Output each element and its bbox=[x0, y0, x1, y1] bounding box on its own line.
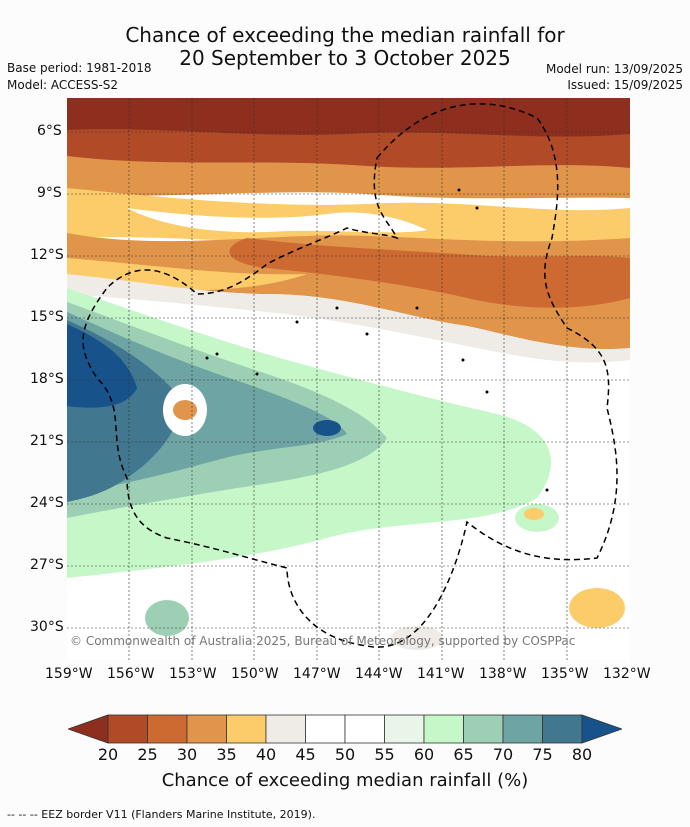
issued-date: Issued: 15/09/2025 bbox=[567, 78, 683, 92]
colorbar-cell bbox=[226, 714, 267, 744]
eez-border bbox=[82, 103, 618, 648]
colorbar-tick-label: 55 bbox=[374, 745, 395, 764]
colorbar-cells bbox=[107, 714, 583, 744]
colorbar-tick-label: 30 bbox=[176, 745, 198, 764]
model-run: Model run: 13/09/2025 bbox=[545, 62, 683, 76]
colorbar-tick-label: 75 bbox=[532, 745, 553, 764]
lat-label: 27°S bbox=[30, 557, 64, 573]
lat-label: 12°S bbox=[30, 247, 64, 263]
colorbar-cell bbox=[542, 714, 583, 744]
colorbar-cell bbox=[463, 714, 504, 744]
lat-label: 9°S bbox=[37, 185, 62, 201]
colorbar-cell bbox=[502, 714, 543, 744]
lon-label: 138°W bbox=[479, 666, 527, 682]
rainfall-map bbox=[67, 98, 630, 660]
colorbar-tick-label: 35 bbox=[216, 745, 237, 764]
islands bbox=[205, 188, 549, 492]
lon-label: 147°W bbox=[293, 666, 341, 682]
colorbar-high-arrow bbox=[581, 714, 622, 744]
lat-label: 6°S bbox=[37, 123, 62, 139]
lon-label: 132°W bbox=[603, 666, 651, 682]
colorbar-tick-label: 60 bbox=[413, 745, 435, 764]
eez-legend: -- -- -- EEZ border V11 (Flanders Marine… bbox=[7, 808, 316, 821]
band-dryish bbox=[67, 156, 630, 199]
colorbar-cell bbox=[305, 714, 346, 744]
lat-label: 15°S bbox=[30, 309, 64, 325]
colorbar-cell bbox=[186, 714, 227, 744]
colorbar-tick-label: 70 bbox=[492, 745, 514, 764]
colorbar-tick-label: 25 bbox=[137, 745, 158, 764]
colorbar-tick-label: 45 bbox=[295, 745, 316, 764]
map-title-line2: 20 September to 3 October 2025 bbox=[179, 46, 511, 70]
colorbar-label: Chance of exceeding median rainfall (%) bbox=[161, 770, 529, 791]
colorbar-cell bbox=[265, 714, 306, 744]
lat-label: 21°S bbox=[30, 433, 64, 449]
lat-label: 24°S bbox=[30, 495, 64, 511]
colorbar-cell bbox=[384, 714, 425, 744]
lon-label: 159°W bbox=[45, 666, 93, 682]
colorbar-tick-label: 40 bbox=[255, 745, 277, 764]
map-title-line1: Chance of exceeding the median rainfall … bbox=[125, 23, 565, 47]
colorbar-cell bbox=[423, 714, 464, 744]
base-period: Base period: 1981-2018 bbox=[7, 61, 152, 75]
lon-label: 135°W bbox=[541, 666, 589, 682]
lon-label: 141°W bbox=[417, 666, 465, 682]
model-name: Model: ACCESS-S2 bbox=[7, 78, 119, 92]
colorbar-cell bbox=[107, 714, 148, 744]
lon-label: 156°W bbox=[107, 666, 155, 682]
colorbar-tick-label: 50 bbox=[334, 745, 356, 764]
colorbar-tick-label: 20 bbox=[97, 745, 119, 764]
colorbar-tick-label: 80 bbox=[571, 745, 593, 764]
colorbar-low-arrow bbox=[68, 714, 109, 744]
colorbar-cell bbox=[147, 714, 188, 744]
lon-label: 150°W bbox=[231, 666, 279, 682]
lon-label: 144°W bbox=[355, 666, 403, 682]
lat-label: 18°S bbox=[30, 371, 64, 387]
colorbar-cell bbox=[344, 714, 385, 744]
colorbar-tick-label: 65 bbox=[453, 745, 474, 764]
lon-label: 153°W bbox=[169, 666, 217, 682]
colorbar bbox=[68, 714, 622, 744]
graticule bbox=[67, 98, 630, 660]
lat-label: 30°S bbox=[30, 619, 64, 635]
copyright-notice: © Commonwealth of Australia 2025, Bureau… bbox=[70, 634, 576, 648]
